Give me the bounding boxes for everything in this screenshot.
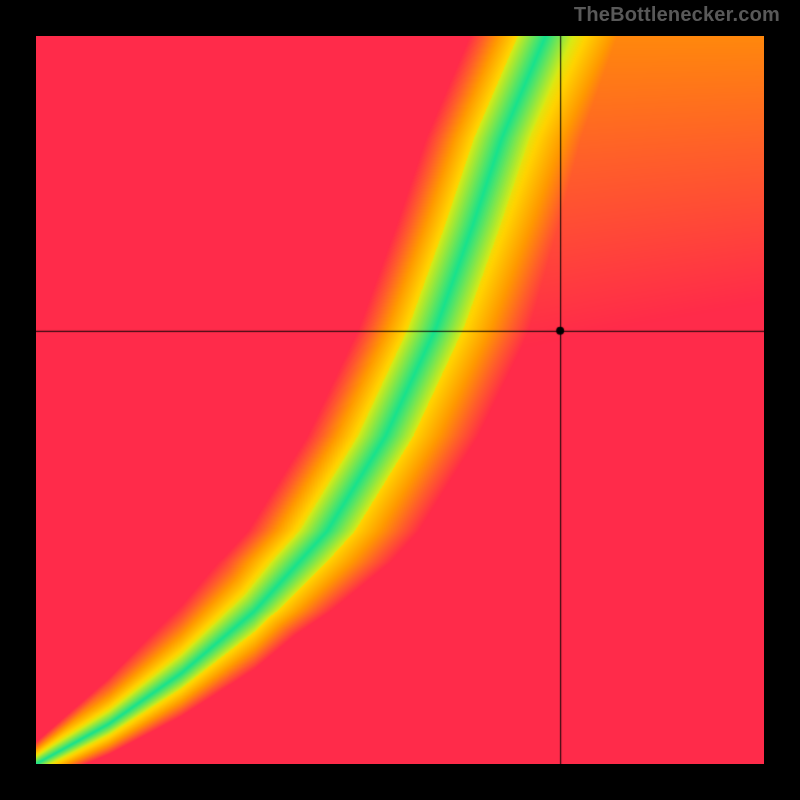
watermark-text: TheBottlenecker.com [574, 4, 780, 27]
heatmap-canvas [36, 36, 764, 764]
chart-container: TheBottlenecker.com [0, 0, 800, 800]
